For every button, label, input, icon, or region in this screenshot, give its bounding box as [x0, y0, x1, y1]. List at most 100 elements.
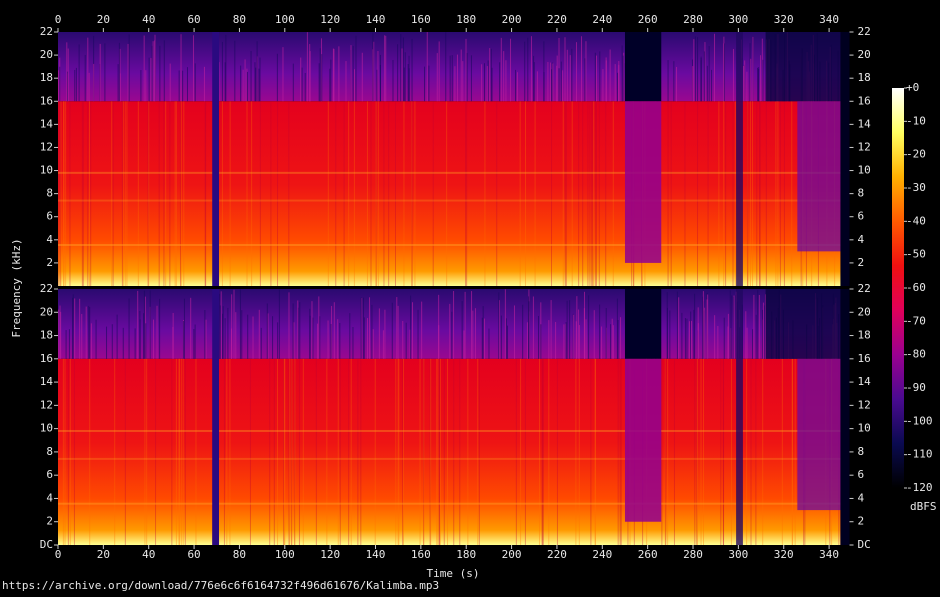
texture [744, 60, 746, 102]
texture [67, 358, 69, 545]
texture [258, 309, 260, 359]
texture [180, 101, 182, 286]
x-tick-label: 300 [728, 13, 748, 26]
texture [571, 101, 573, 286]
texture [558, 68, 560, 102]
texture [169, 101, 171, 286]
texture [752, 329, 754, 359]
texture [403, 67, 405, 102]
texture [792, 358, 794, 545]
texture [711, 69, 713, 102]
texture [169, 63, 171, 102]
texture [749, 43, 751, 102]
texture [375, 101, 377, 286]
texture [524, 41, 526, 102]
texture [395, 358, 397, 545]
texture [283, 358, 285, 545]
texture [692, 66, 694, 102]
texture [526, 322, 528, 359]
texture [470, 55, 472, 102]
texture [605, 307, 607, 359]
texture [259, 101, 261, 286]
texture [593, 310, 595, 359]
texture [143, 290, 145, 359]
texture [591, 101, 593, 286]
texture [65, 330, 67, 359]
texture [143, 313, 145, 359]
texture [419, 358, 421, 545]
y-tick-label: 22 [40, 282, 53, 295]
texture [304, 72, 306, 102]
texture [221, 41, 223, 102]
texture [594, 101, 596, 286]
texture [616, 72, 618, 102]
texture [152, 41, 154, 102]
texture [231, 294, 233, 359]
texture [761, 309, 763, 359]
texture [731, 295, 733, 359]
texture [175, 101, 177, 286]
y-tick-label: 10 [858, 422, 871, 435]
quiet-high [765, 32, 850, 102]
texture [297, 300, 299, 359]
texture [226, 358, 228, 545]
texture [704, 42, 706, 102]
texture [294, 358, 296, 545]
texture [339, 358, 341, 545]
texture [505, 318, 507, 359]
texture [588, 295, 590, 359]
texture [311, 301, 313, 359]
texture [158, 101, 160, 286]
texture [732, 296, 734, 359]
texture [231, 328, 233, 359]
texture [534, 101, 536, 286]
texture [762, 59, 764, 102]
texture [623, 52, 625, 102]
texture [292, 303, 294, 359]
texture [249, 358, 251, 545]
x-tick-label: 200 [502, 548, 522, 561]
texture [288, 101, 290, 286]
texture [93, 63, 95, 102]
texture [250, 50, 252, 102]
texture [363, 317, 365, 359]
texture [148, 101, 150, 286]
texture [466, 52, 468, 102]
texture [585, 319, 587, 359]
texture [532, 296, 534, 359]
texture [451, 311, 453, 359]
texture [729, 290, 731, 359]
texture [727, 326, 729, 359]
gap [212, 32, 220, 286]
texture [385, 35, 387, 102]
texture [122, 327, 124, 359]
texture [700, 60, 702, 102]
spectrogram-body [58, 358, 850, 545]
texture [556, 358, 558, 545]
texture [723, 43, 725, 102]
texture [88, 72, 90, 102]
y-tick-label: 4 [46, 233, 53, 246]
texture [298, 358, 300, 545]
texture [204, 310, 206, 359]
texture [58, 309, 60, 359]
texture [578, 101, 580, 286]
y-tick-label: 16 [40, 352, 53, 365]
texture [483, 318, 485, 359]
texture [730, 328, 732, 359]
texture [451, 55, 453, 102]
texture [331, 305, 333, 359]
colorbar-tick-label: -10 [906, 114, 926, 127]
texture [465, 38, 467, 102]
texture [602, 69, 604, 102]
texture [745, 311, 747, 359]
texture [753, 294, 755, 359]
spectrogram-high-band [58, 32, 850, 102]
texture [730, 358, 732, 545]
texture [90, 323, 92, 359]
texture [345, 61, 347, 102]
texture [423, 358, 425, 545]
texture [301, 67, 303, 102]
texture [269, 358, 271, 545]
